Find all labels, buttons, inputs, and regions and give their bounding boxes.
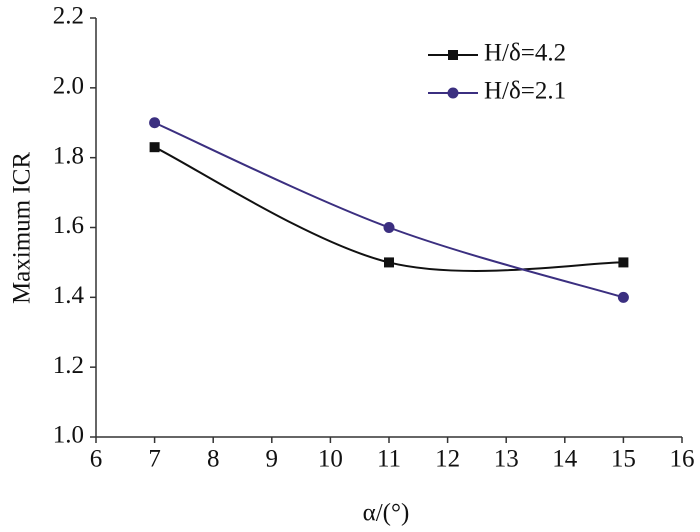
- x-tick-label: 10: [318, 446, 343, 473]
- x-tick-label: 11: [377, 446, 401, 473]
- x-tick-label: 7: [148, 446, 161, 473]
- y-axis-label: Maximum ICR: [9, 152, 36, 304]
- marker: [383, 222, 395, 233]
- x-axis-label: α/(°): [363, 500, 410, 527]
- y-tick-label: 1.2: [53, 352, 84, 379]
- x-tick-label: 12: [435, 446, 460, 473]
- x-tick-label: 8: [207, 446, 220, 473]
- legend-marker: [448, 50, 458, 60]
- marker: [149, 142, 160, 153]
- legend-label: H/δ=2.1: [484, 78, 566, 105]
- y-tick-label: 1.6: [53, 212, 84, 239]
- legend-label: H/δ=4.2: [484, 40, 566, 67]
- x-tick-label: 15: [611, 446, 636, 473]
- series-line: [154, 146, 624, 272]
- marker: [617, 291, 629, 303]
- series-line: [154, 121, 624, 299]
- marker: [149, 117, 161, 129]
- x-tick-label: 13: [494, 446, 519, 473]
- marker: [384, 257, 394, 268]
- x-tick-label: 9: [266, 446, 279, 473]
- y-tick-label: 1.0: [53, 422, 84, 449]
- x-tick-label: 6: [90, 446, 103, 473]
- y-tick-label: 1.8: [53, 142, 84, 169]
- marker: [618, 257, 629, 268]
- legend-marker: [447, 87, 459, 99]
- y-tick-label: 2.2: [53, 3, 84, 30]
- y-tick-label: 2.0: [53, 73, 84, 100]
- x-tick-label: 14: [552, 446, 578, 473]
- x-tick-label: 16: [670, 446, 695, 473]
- y-tick-label: 1.4: [53, 282, 85, 309]
